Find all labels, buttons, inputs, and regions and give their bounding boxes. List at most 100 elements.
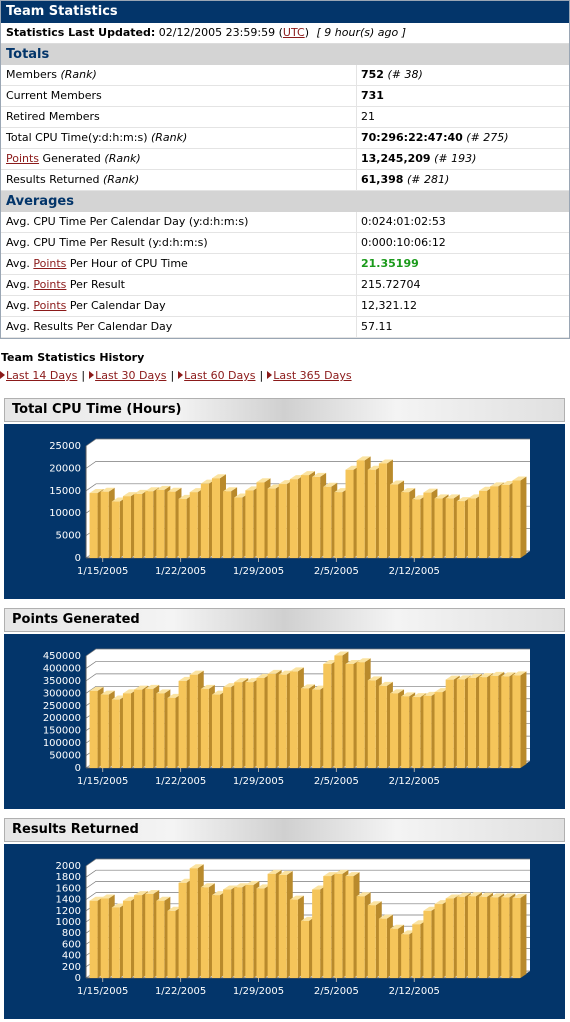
row-value: 215.72704 <box>361 275 421 295</box>
bar-top <box>479 486 494 491</box>
bar-top <box>390 689 405 694</box>
y-tick-label: 150000 <box>43 726 81 737</box>
bar-front <box>367 469 376 558</box>
label-text: Avg. CPU Time Per Result (y:d:h:m:s) <box>6 236 208 249</box>
points-link[interactable]: Points <box>33 257 67 270</box>
bar <box>512 671 527 768</box>
y-tick-label: 1200 <box>56 906 81 917</box>
bar-top <box>111 497 126 502</box>
bar-top <box>145 487 160 492</box>
bar-top <box>378 459 393 464</box>
bar-top <box>323 659 338 664</box>
bar-top <box>156 896 171 901</box>
table-row: Avg. Points Per Hour of CPU Time 21.35199 <box>1 254 569 275</box>
x-tick-label: 1/29/2005 <box>233 776 284 787</box>
points-link[interactable]: Points <box>6 152 40 165</box>
history-link[interactable]: Last 365 Days <box>273 369 352 382</box>
bar-front <box>111 907 120 978</box>
bar-front <box>412 697 421 768</box>
totals-heading: Totals <box>1 44 569 65</box>
bar-front <box>200 887 209 978</box>
gridline <box>85 648 530 657</box>
gridline <box>85 661 530 669</box>
last-updated-label: Statistics Last Updated: <box>6 26 156 39</box>
row-label: Avg. Results Per Calendar Day <box>6 317 172 337</box>
utc-link[interactable]: UTC <box>282 26 305 39</box>
y-tick-label: 350000 <box>43 676 81 687</box>
x-tick-label: 2/12/2005 <box>389 986 440 997</box>
bar-front <box>445 679 454 768</box>
bar-front <box>345 876 354 978</box>
points-link[interactable]: Points <box>33 299 67 312</box>
y-tick-label: 600 <box>62 939 81 950</box>
y-tick-label: 1400 <box>56 895 81 906</box>
history-title: Team Statistics History <box>1 351 145 364</box>
points-link[interactable]: Points <box>33 278 67 291</box>
bar-top <box>412 693 427 698</box>
bar-top <box>189 488 204 493</box>
bar-front <box>423 492 432 558</box>
bar-front <box>178 680 187 768</box>
row-value: 12,321.12 <box>361 296 417 316</box>
label-prefix: Avg. <box>6 278 34 291</box>
row-value: 21.35199 <box>361 254 419 274</box>
row-label: Total CPU Time(y:d:h:m:s) (Rank) <box>6 128 187 148</box>
x-tick-label: 1/22/2005 <box>155 566 206 577</box>
bar-front <box>467 498 476 558</box>
bar-top <box>412 920 427 925</box>
bar-top <box>401 692 416 697</box>
row-value: 0:000:10:06:12 <box>361 233 446 253</box>
bar-front <box>211 895 220 978</box>
bar-front <box>367 905 376 978</box>
bar-top <box>111 695 126 700</box>
label-text: Total CPU Time(y:d:h:m:s) <box>6 131 148 144</box>
bar-top <box>367 676 382 681</box>
value-text: 21 <box>361 110 375 123</box>
bar-top <box>178 494 193 499</box>
bar-front <box>134 895 143 978</box>
bar-front <box>356 460 365 558</box>
x-tick-label: 2/12/2005 <box>389 566 440 577</box>
rank-label: (Rank) <box>151 131 188 144</box>
rank-label: (Rank) <box>102 173 140 186</box>
row-label: Avg. Points Per Calendar Day <box>6 296 166 316</box>
bar-front <box>479 896 488 978</box>
averages-table: Avg. CPU Time Per Calendar Day (y:d:h:m:… <box>1 212 569 338</box>
bar-front <box>145 491 154 558</box>
x-tick-label: 1/22/2005 <box>155 986 206 997</box>
bar-front <box>378 685 387 768</box>
bar-front <box>456 501 465 558</box>
row-value: 731 <box>361 86 384 106</box>
bar-top <box>512 671 527 676</box>
label-text: Avg. CPU Time Per Calendar Day (y:d:h:m:… <box>6 215 249 228</box>
row-value: 70:296:22:47:40 (# 275) <box>361 128 509 148</box>
bar-front <box>401 934 410 978</box>
gridline <box>85 438 530 447</box>
y-tick-label: 450000 <box>43 651 81 662</box>
bar-front <box>122 496 131 558</box>
value-text: 57.11 <box>361 320 393 333</box>
x-tick-label: 1/15/2005 <box>77 986 128 997</box>
bar-front <box>356 896 365 978</box>
bar-front <box>323 486 332 558</box>
history-link[interactable]: Last 60 Days <box>184 369 256 382</box>
bar-top <box>467 673 482 678</box>
bar-top <box>111 903 126 908</box>
history-link[interactable]: Last 30 Days <box>95 369 167 382</box>
row-label: Retired Members <box>6 107 100 127</box>
bar-top <box>312 685 327 690</box>
bar-top <box>122 689 137 694</box>
last-updated-ago: [ 9 hour(s) ago ] <box>316 26 407 39</box>
table-row: Members (Rank) 752 (# 38) <box>1 65 569 86</box>
y-tick-label: 50000 <box>49 751 81 762</box>
bar-front <box>167 491 176 558</box>
bar-front <box>467 677 476 768</box>
bar-top <box>211 690 226 695</box>
bar-top <box>178 676 193 681</box>
history-link[interactable]: Last 14 Days <box>6 369 78 382</box>
bar-front <box>145 688 154 768</box>
bar-front <box>278 874 287 978</box>
bar-top <box>189 670 204 675</box>
bar-front <box>189 674 198 768</box>
y-tick-label: 1000 <box>56 917 81 928</box>
